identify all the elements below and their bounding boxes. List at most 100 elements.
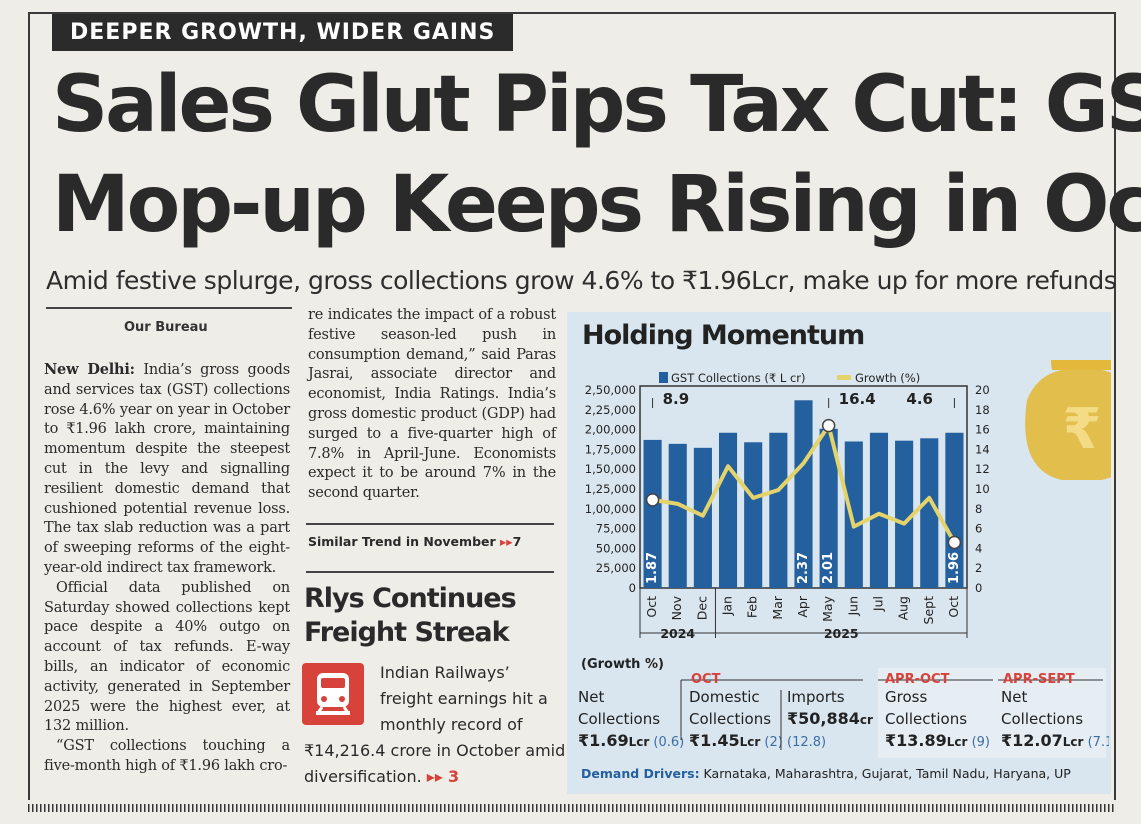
dateline: New Delhi: — [44, 361, 135, 378]
y-left-tick-label: 2,00,000 — [585, 423, 636, 437]
x-tick-label: Sept — [921, 596, 936, 625]
bar — [844, 441, 863, 588]
stats-graphic: (Growth %)OCT APR-OCT APR-SEPTNetCollectio… — [578, 657, 1118, 781]
y-right-tick-label: 2 — [975, 561, 982, 575]
gross-collections-value: ₹13.89Lcr (9) — [885, 731, 990, 750]
growth-marker — [645, 493, 660, 507]
legend-swatch-line — [837, 375, 851, 380]
net-collections-apr-sept-value: ₹12.07Lcr (7.1) — [1001, 731, 1109, 750]
net-collections-apr-sept-line1: Net — [1001, 688, 1027, 706]
rlys-summary: ₹14,216.4 crore in October amid diversif… — [304, 738, 566, 790]
bar — [693, 447, 712, 588]
y-right-tick-label: 12 — [975, 462, 990, 476]
rule — [306, 571, 554, 573]
y-left-tick-label: 2,25,000 — [585, 403, 636, 417]
bar — [718, 432, 738, 588]
y-left-tick-label: 1,75,000 — [585, 442, 636, 456]
similar-trend-link[interactable]: Similar Trend in November ▸▸7 — [308, 534, 521, 549]
chart-title: Holding Momentum — [582, 320, 865, 351]
y-right-tick-label: 14 — [975, 442, 990, 456]
article-paragraph-3: “GST collections touching a five-month h… — [44, 738, 290, 774]
frame-left-rule — [28, 12, 30, 800]
x-tick-label: Apr — [795, 595, 810, 617]
gross-collections-line2: Collections — [885, 710, 967, 728]
y-right-tick-label: 20 — [975, 383, 990, 397]
x-tick-label: Jul — [870, 596, 885, 612]
growth-legend: (Growth %) — [581, 657, 664, 672]
x-tick-label: Aug — [896, 596, 911, 620]
footer-rule — [28, 804, 1116, 812]
gross-collections-line1: Gross — [885, 688, 927, 706]
y-left-tick-label: 2,50,000 — [585, 383, 636, 397]
x-tick-label: Feb — [745, 596, 760, 618]
bar — [668, 443, 687, 588]
article-paragraph-2: Official data published on Saturday show… — [44, 579, 290, 735]
x-tick-label: Oct — [644, 596, 659, 618]
subheadline: Amid festive splurge, gross collections … — [46, 266, 1117, 295]
article-column-2: re indicates the impact of a robust fest… — [308, 306, 556, 504]
stats-panel: (Growth %) OCT APR-OCT APR-SEPT Net Collectio… — [573, 650, 1118, 792]
column-divider-rule — [46, 307, 292, 309]
bar — [744, 442, 763, 588]
byline: Our Bureau — [124, 320, 208, 335]
legend-swatch-bars — [659, 372, 668, 383]
x-tick-label: May — [820, 595, 835, 621]
y-left-tick-label: 25,000 — [596, 561, 636, 575]
svg-text:₹: ₹ — [1063, 397, 1102, 462]
y-right-tick-label: 8 — [975, 502, 982, 516]
oct-label: OCT — [691, 672, 721, 687]
y-right-tick-label: 6 — [975, 522, 982, 536]
bar-data-label: 1.96 — [947, 552, 962, 584]
y-right-tick-label: 0 — [975, 581, 982, 595]
rule — [306, 523, 554, 525]
frame-right-rule — [1114, 12, 1116, 800]
bar-data-label: 1.87 — [645, 552, 660, 584]
similar-trend-label: Similar Trend in November — [308, 534, 496, 549]
net-collections-line1: Net — [578, 688, 604, 706]
bar — [895, 440, 914, 588]
x-tick-label: Jan — [720, 596, 735, 616]
rlys-headline: Rlys Continues Freight Streak — [304, 583, 517, 648]
y-right-tick-label: 4 — [975, 541, 982, 555]
domestic-collections-value: ₹1.45Lcr (2) — [689, 731, 783, 750]
bar — [945, 432, 964, 588]
bar-data-label: 2.01 — [821, 552, 836, 584]
net-collections-value: ₹1.69Lcr (0.6) — [578, 731, 684, 750]
imports-line1: Imports — [787, 688, 845, 706]
y-left-tick-label: 1,50,000 — [585, 462, 636, 476]
headline-line-2: Mop-up Keeps Rising in Oct — [52, 160, 1141, 250]
x-tick-label: Jun — [845, 596, 860, 617]
net-collections-line2: Collections — [578, 710, 660, 728]
x-tick-label: Mar — [770, 595, 785, 619]
bar — [819, 428, 838, 588]
growth-line — [652, 423, 957, 544]
y-left-tick-label: 75,000 — [596, 522, 636, 536]
similar-trend-page: 7 — [512, 534, 522, 549]
bar — [794, 400, 813, 588]
double-arrow-icon: ▸▸ — [500, 534, 513, 549]
article-paragraph-4: re indicates the impact of a robust fest… — [308, 307, 556, 502]
frame-top-rule — [28, 12, 1116, 14]
rupee-bag-icon: ₹ — [1025, 360, 1111, 480]
y-left-tick-label: 1,25,000 — [585, 482, 636, 496]
article-paragraph-1: India’s gross goods and services tax (GS… — [44, 362, 290, 576]
y-left-tick-label: 0 — [629, 581, 636, 595]
train-icon — [302, 663, 364, 725]
growth-marker — [821, 418, 836, 433]
growth-callout: 8.9 — [663, 390, 690, 408]
aproct-label: APR-OCT — [885, 672, 950, 687]
stats-highlight-box — [878, 668, 1106, 758]
aprsept-label: APR-SEPT — [1003, 672, 1075, 687]
bar — [869, 432, 889, 588]
x-tick-label: Nov — [669, 595, 684, 620]
bar — [643, 439, 662, 588]
x-tick-label: Oct — [946, 596, 961, 618]
legend-label-line: Growth (%) — [855, 371, 920, 385]
double-arrow-icon: ▸▸ — [426, 767, 443, 786]
domestic-collections-line2: Collections — [689, 710, 771, 728]
legend-label-bars: GST Collections (₹ L cr) — [671, 371, 805, 385]
growth-callout: 16.4 — [839, 390, 876, 408]
bar-data-label: 2.37 — [796, 552, 811, 584]
rlys-summary-b: ₹14,216.4 crore in October amid diversif… — [304, 741, 566, 786]
